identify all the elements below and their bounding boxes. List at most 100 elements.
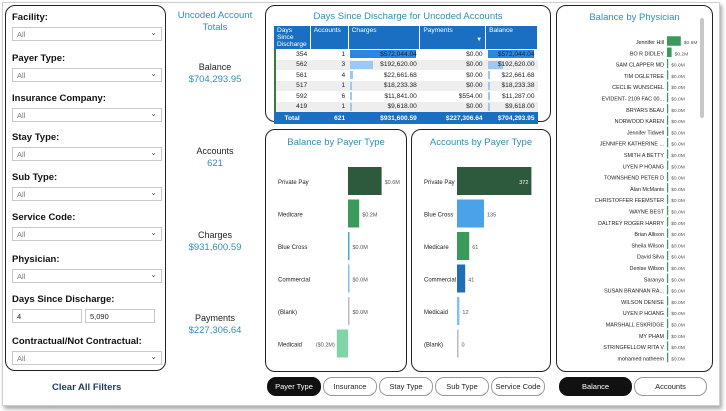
- tab-insurance[interactable]: Insurance: [323, 377, 377, 396]
- column-header-accounts[interactable]: Accounts: [310, 26, 349, 49]
- bar[interactable]: [667, 137, 669, 148]
- bar[interactable]: [348, 264, 350, 293]
- bar[interactable]: [667, 183, 669, 193]
- filter-select-facility[interactable]: All ⌄: [12, 27, 162, 41]
- bar[interactable]: [457, 232, 470, 260]
- category-label: TOWNSHEND PETER D: [604, 176, 664, 182]
- filter-label-facility: Facility:: [12, 12, 48, 23]
- bar[interactable]: [667, 58, 669, 69]
- cell-balance: $11,287.00: [486, 91, 538, 102]
- table-row[interactable]: 419 1 $9,618.00 $0.00 $9,618.00: [274, 101, 538, 112]
- table-row[interactable]: 517 1 $18,233.38 $0.00 $18,233.38: [274, 80, 538, 91]
- bar[interactable]: [667, 92, 669, 103]
- bar[interactable]: [667, 36, 681, 46]
- filter-select-payer-type[interactable]: All ⌄: [12, 68, 162, 82]
- category-label: WILSON DENISE: [621, 300, 664, 306]
- tab-payer-type[interactable]: Payer Type: [267, 377, 321, 396]
- filter-select-stay-type[interactable]: All ⌄: [12, 147, 162, 161]
- bar[interactable]: [667, 273, 669, 284]
- column-header-payments[interactable]: Payments ▼: [419, 26, 487, 49]
- bar[interactable]: [667, 341, 669, 351]
- category-label: Jennifer Tidwell: [627, 130, 664, 136]
- bar[interactable]: [667, 250, 669, 261]
- days-max-input[interactable]: 5,090: [85, 309, 155, 323]
- data-label: $0.2M: [675, 51, 689, 57]
- data-label: $0.0M: [671, 277, 685, 283]
- bar[interactable]: [667, 104, 669, 114]
- column-header-charges[interactable]: Charges: [348, 26, 421, 49]
- table-row[interactable]: 354 1 $572,044.04 $0.00 $572,044.04: [274, 49, 538, 60]
- bar[interactable]: [667, 239, 669, 250]
- data-label: $0.0M: [671, 311, 685, 317]
- category-label: Commercial: [424, 278, 456, 284]
- bar[interactable]: [667, 262, 669, 272]
- bar[interactable]: [667, 70, 669, 80]
- bar[interactable]: [457, 264, 466, 293]
- table-row[interactable]: 561 4 $22,661.68 $0.00 $22,661.68: [274, 70, 538, 81]
- bar[interactable]: [348, 167, 382, 195]
- chevron-down-icon: ⌄: [150, 28, 157, 37]
- bar[interactable]: [667, 115, 669, 125]
- filter-label-contractual-not-contractual: Contractual/Not Contractual:: [12, 336, 142, 347]
- filter-label-physician: Physician:: [12, 254, 60, 265]
- bar[interactable]: [667, 296, 669, 306]
- bar[interactable]: [667, 47, 672, 58]
- tab-service-code[interactable]: Service Code: [491, 377, 545, 396]
- category-label: Medicare: [424, 245, 449, 251]
- table-row[interactable]: 592 6 $11,841.00 $554.00 $11,287.00: [274, 91, 538, 102]
- bar[interactable]: [457, 199, 484, 228]
- data-label: $0.0M: [671, 108, 685, 114]
- bar[interactable]: [667, 81, 669, 91]
- table-row[interactable]: 562 3 $192,620.00 $0.00 $192,620.00: [274, 59, 538, 70]
- bar[interactable]: [457, 297, 460, 325]
- bar[interactable]: [667, 217, 669, 227]
- chevron-down-icon: ⌄: [150, 188, 157, 197]
- chevron-down-icon: ⌄: [150, 228, 157, 237]
- bar[interactable]: [667, 318, 669, 329]
- bar[interactable]: [667, 194, 669, 204]
- bar[interactable]: [667, 284, 669, 295]
- bar[interactable]: [667, 160, 669, 171]
- chevron-down-icon: ⌄: [150, 109, 157, 118]
- tab-stay-type[interactable]: Stay Type: [379, 377, 433, 396]
- data-label: $0.0M: [353, 278, 369, 284]
- filter-select-service-code[interactable]: All ⌄: [12, 227, 162, 241]
- bar[interactable]: [667, 307, 669, 317]
- cell-balance: $22,661.68: [486, 70, 538, 81]
- category-label: (Blank): [278, 310, 297, 316]
- category-label: Private Pay: [278, 180, 309, 186]
- bar[interactable]: [667, 352, 669, 363]
- sort-desc-icon: ▼: [476, 37, 483, 43]
- bar[interactable]: [457, 329, 459, 358]
- filter-select-insurance-company[interactable]: All ⌄: [12, 108, 162, 122]
- filter-select-physician[interactable]: All ⌄: [12, 269, 162, 283]
- bar[interactable]: [348, 199, 360, 228]
- column-header-days-since-discharge[interactable]: Days Since Discharge: [274, 26, 311, 49]
- column-header-balance[interactable]: Balance: [485, 26, 538, 49]
- filter-select-sub-type[interactable]: All ⌄: [12, 187, 162, 201]
- data-bar: [350, 102, 353, 111]
- bar[interactable]: [457, 167, 532, 195]
- category-label: Alan McManis: [630, 187, 664, 193]
- bar[interactable]: [667, 149, 669, 159]
- category-label: David Silva: [637, 255, 664, 261]
- bar[interactable]: [336, 329, 348, 358]
- days-min-input[interactable]: 4: [12, 309, 82, 323]
- data-label: $0.0M: [353, 245, 369, 251]
- metric-tab-balance[interactable]: Balance: [559, 377, 632, 396]
- accounts-by-payer-title: Accounts by Payer Type: [429, 137, 533, 148]
- tab-sub-type[interactable]: Sub Type: [435, 377, 489, 396]
- filter-select-contractual-not-contractual[interactable]: All ⌄: [12, 351, 162, 365]
- bar[interactable]: [667, 126, 669, 137]
- bar[interactable]: [348, 232, 350, 260]
- clear-all-filters-button[interactable]: Clear All Filters: [52, 382, 122, 393]
- bar[interactable]: [348, 297, 350, 325]
- physician-scrollbar[interactable]: [700, 18, 704, 118]
- cell-accounts: 1: [310, 80, 349, 91]
- bar[interactable]: [667, 330, 669, 340]
- bar[interactable]: [667, 228, 669, 238]
- data-label: 41: [468, 278, 474, 284]
- metric-tab-accounts[interactable]: Accounts: [634, 377, 707, 396]
- bar[interactable]: [667, 205, 669, 216]
- bar[interactable]: [667, 171, 669, 182]
